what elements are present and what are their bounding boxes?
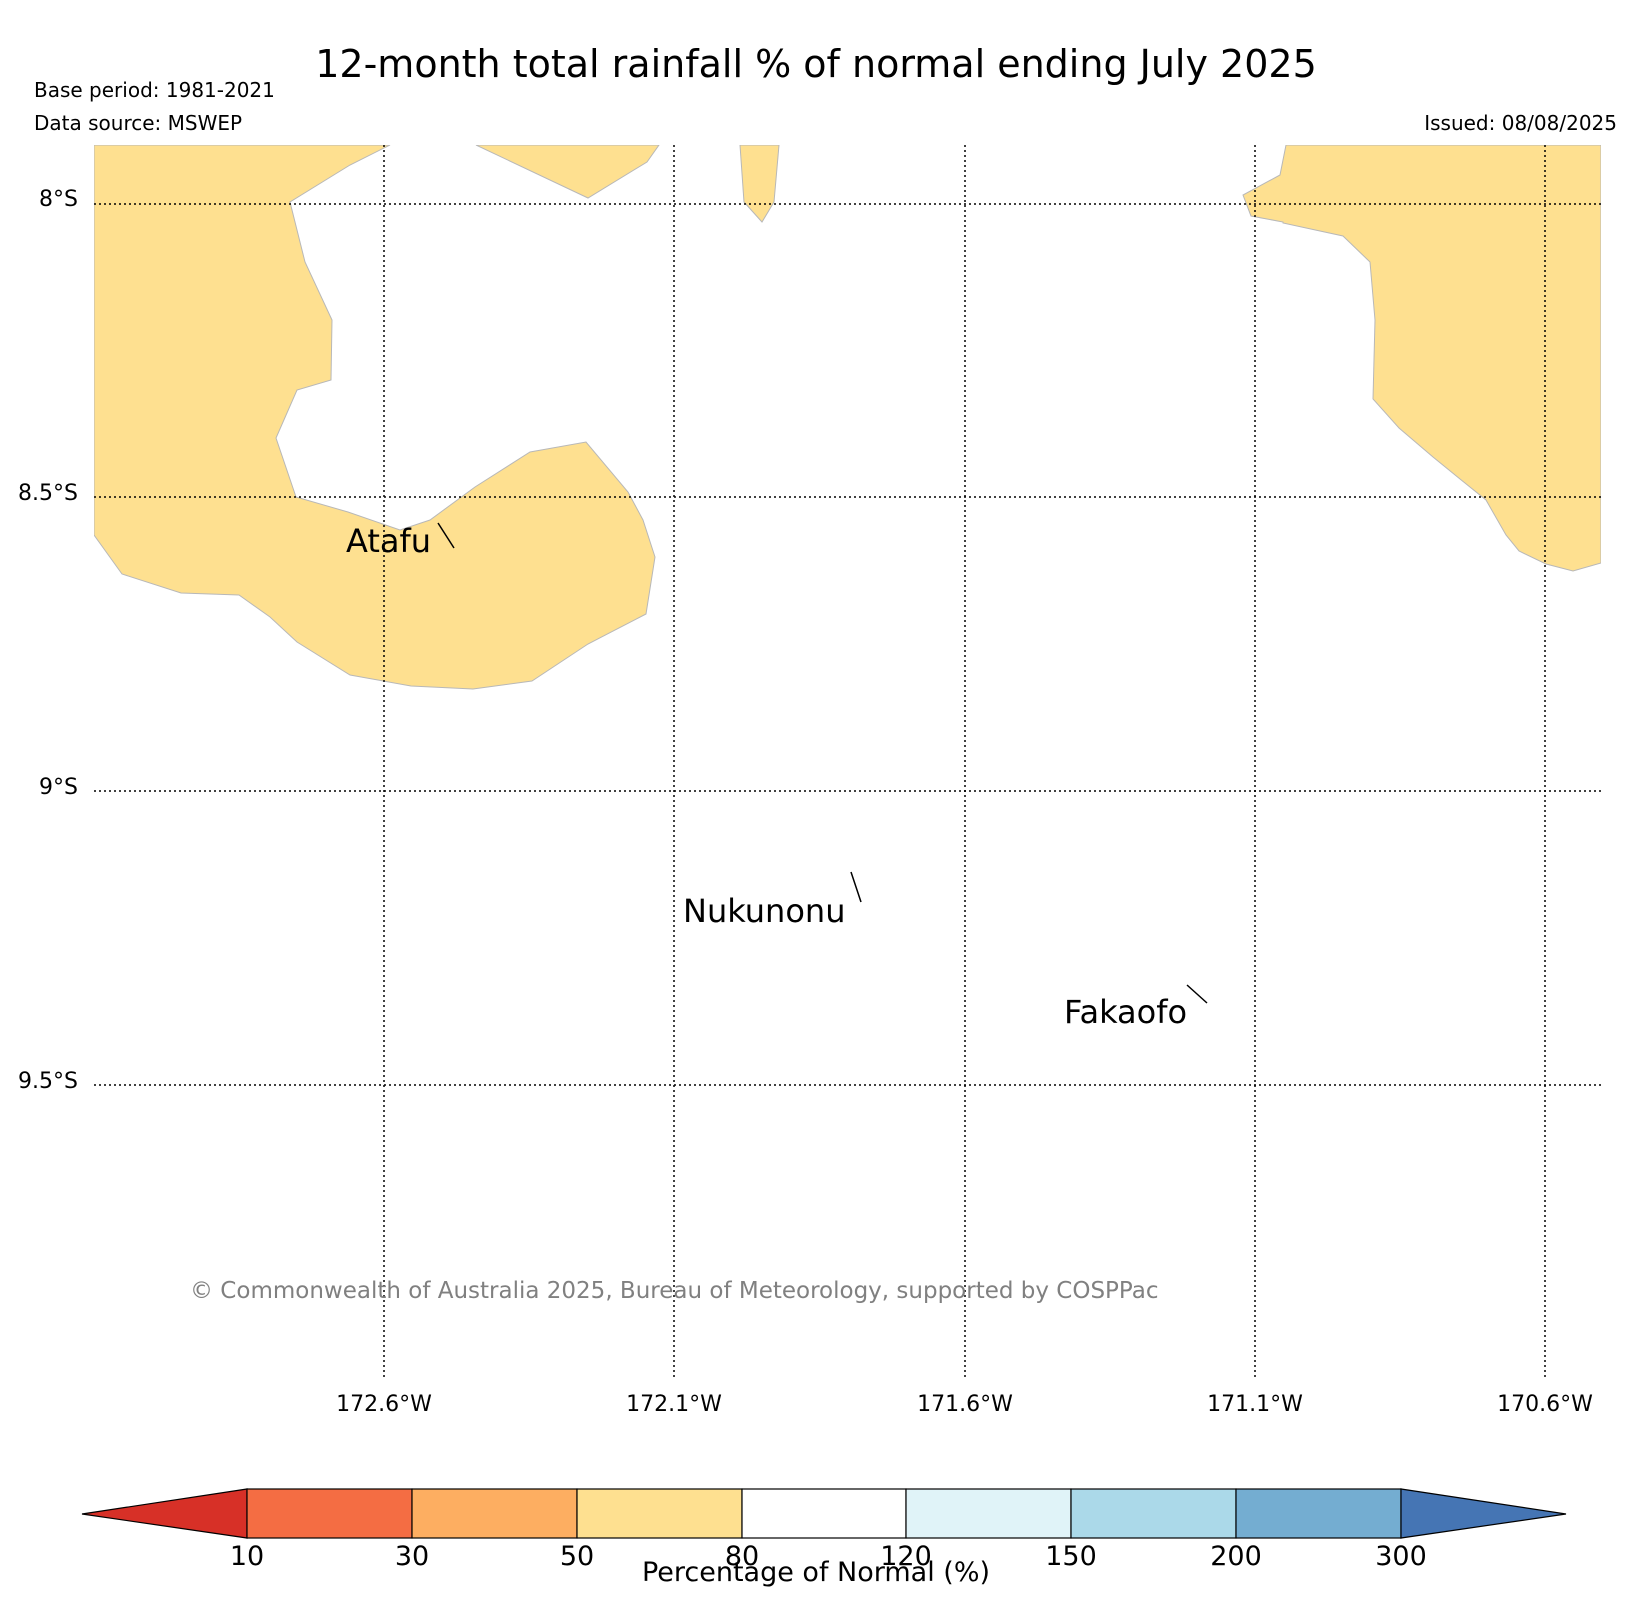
colorbar-tick-200: 200 [1210,1541,1262,1572]
colorbar-extend-low [81,1488,248,1539]
colorbar [81,1488,1567,1539]
lon-label-171.6W: 171.6°W [917,1392,1013,1417]
copyright-notice: © Commonwealth of Australia 2025, Bureau… [190,1278,1159,1304]
atafu-marker [437,522,455,549]
rainfall-field [94,145,1601,690]
colorbar-extend-high [1400,1488,1567,1539]
rainfall-region-west [94,145,656,690]
colorbar-tick-30: 30 [394,1541,430,1572]
place-label-atafu: Atafu [346,522,432,560]
data-source: Data source: MSWEP [34,111,243,135]
lon-label-171.1W: 171.1°W [1207,1392,1303,1417]
colorbar-bin-80-120 [741,1488,907,1539]
colorbar-tick-150: 150 [1045,1541,1097,1572]
lat-label-9S: 9°S [39,775,78,800]
colorbar-label: Percentage of Normal (%) [641,1557,991,1588]
issued-date: Issued: 08/08/2025 [1424,111,1617,135]
rainfall-region-east [1242,145,1601,572]
lat-label-8.5S: 8.5°S [18,481,78,506]
colorbar-bin-50-80 [576,1488,743,1539]
lat-label-9.5S: 9.5°S [18,1069,78,1094]
colorbar-bin-150-200 [1070,1488,1237,1539]
map-title: 12-month total rainfall % of normal endi… [315,42,1317,86]
lat-label-8S: 8°S [39,187,78,212]
colorbar-bin-10-30 [246,1488,413,1539]
lon-label-172.6W: 172.6°W [336,1392,432,1417]
place-label-nukunonu: Nukunonu [683,892,846,930]
place-label-fakaofo: Fakaofo [1064,993,1188,1031]
island-markers [437,522,1208,1004]
colorbar-bin-200-300 [1235,1488,1402,1539]
graticule [94,145,1601,1380]
colorbar-tick-50: 50 [559,1541,595,1572]
colorbar-tick-300: 300 [1375,1541,1427,1572]
colorbar-bin-30-50 [411,1488,578,1539]
lon-label-170.6W: 170.6°W [1497,1392,1593,1417]
colorbar-tick-10: 10 [229,1541,265,1572]
colorbar-tick-120: 120 [880,1541,932,1572]
lon-label-172.1W: 172.1°W [626,1392,722,1417]
fakaofo-marker [1186,984,1208,1004]
base-period: Base period: 1981-2021 [34,78,275,102]
nukunonu-marker [850,871,862,903]
colorbar-tick-80: 80 [724,1541,760,1572]
colorbar-bin-120-150 [905,1488,1072,1539]
rainfall-region-north-centre [475,145,660,199]
rainfall-region-north-narrow [739,145,780,223]
